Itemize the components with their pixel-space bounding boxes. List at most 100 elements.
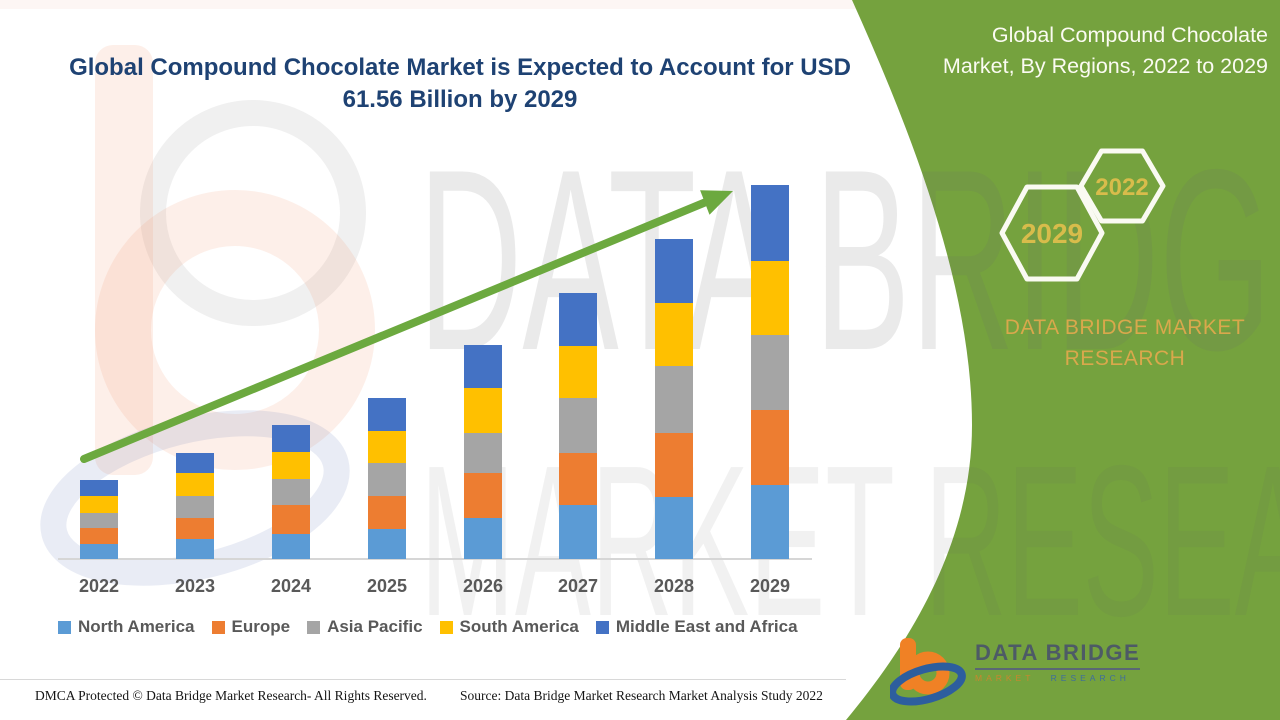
legend-swatch-north-america	[58, 620, 71, 634]
legend-item-europe: Europe	[211, 617, 291, 637]
trend-arrow	[80, 190, 733, 463]
x-label-2024: 2024	[270, 576, 312, 596]
logo-blue-swoosh	[890, 662, 966, 706]
legend-label-asia-pacific: Asia Pacific	[327, 617, 423, 636]
x-label-2022: 2022	[78, 576, 120, 596]
segment-2022-middle-east-and-africa	[80, 480, 118, 496]
legend-swatch-europe	[211, 620, 225, 634]
segment-2026-south-america	[464, 388, 502, 433]
segment-2024-north-america	[272, 534, 310, 559]
segment-2023-asia-pacific	[176, 496, 214, 518]
legend-item-middle-east-and-africa: Middle East and Africa	[595, 617, 798, 637]
segment-2023-europe	[176, 518, 214, 539]
segment-2028-middle-east-and-africa	[655, 239, 693, 303]
logo-text-block: DATA BRIDGE MARKET RESEARCH	[975, 640, 1141, 683]
bar-2026	[464, 345, 502, 559]
segment-2026-middle-east-and-africa	[464, 345, 502, 388]
x-label-2025: 2025	[366, 576, 408, 596]
segment-2022-europe	[80, 528, 118, 544]
legend-swatch-south-america	[439, 620, 453, 634]
segment-2029-europe	[751, 410, 789, 485]
segment-2023-south-america	[176, 473, 214, 496]
logo-subtitle-market: MARKET	[975, 673, 1035, 683]
segment-2026-north-america	[464, 518, 502, 559]
hexagon-2029	[999, 184, 1105, 282]
x-label-2027: 2027	[557, 576, 599, 596]
legend-label-south-america: South America	[459, 617, 579, 636]
segment-2025-north-america	[368, 529, 406, 559]
segment-2026-asia-pacific	[464, 433, 502, 473]
hexagon-2022	[1078, 148, 1166, 224]
panel-brand-text: DATA BRIDGE MARKET RESEARCH	[1004, 316, 1246, 370]
green-panel-shape	[846, 0, 1280, 720]
hexagon-2029-label: 2029	[1021, 218, 1083, 249]
bar-2027	[559, 293, 597, 559]
chart-title-line1: Global Compound Chocolate Market is Expe…	[69, 54, 851, 81]
x-label-2026: 2026	[462, 576, 504, 596]
segment-2022-asia-pacific	[80, 513, 118, 528]
legend-swatch-middle-east-and-africa	[595, 620, 609, 634]
segment-2023-north-america	[176, 539, 214, 559]
logo-subtitle-research: RESEARCH	[1050, 673, 1130, 683]
x-axis-baseline	[58, 558, 812, 560]
hexagon-badges: 2029 2022	[999, 148, 1166, 282]
segment-2029-middle-east-and-africa	[751, 185, 789, 261]
logo-subtitle: MARKET RESEARCH	[975, 673, 1140, 683]
legend-label-north-america: North America	[78, 617, 195, 636]
segment-2029-asia-pacific	[751, 335, 789, 410]
segment-2025-asia-pacific	[368, 463, 406, 496]
chart-title-line2: 61.56 Billion by 2029	[342, 86, 578, 113]
segment-2027-europe	[559, 453, 597, 505]
segment-2027-north-america	[559, 505, 597, 559]
segment-2029-south-america	[751, 261, 789, 335]
bar-2025	[368, 398, 406, 559]
segment-2025-europe	[368, 496, 406, 529]
bar-2023	[176, 453, 214, 559]
segment-2023-middle-east-and-africa	[176, 453, 214, 473]
faint-red-band-artifact	[0, 0, 1280, 9]
legend-label-europe: Europe	[231, 617, 291, 636]
segment-2028-europe	[655, 433, 693, 497]
legend-item-north-america: North America	[58, 617, 195, 637]
footer-source-text: Source: Data Bridge Market Research Mark…	[460, 688, 823, 703]
segment-2022-north-america	[80, 544, 118, 559]
segment-2028-south-america	[655, 303, 693, 366]
legend: North America Europe Asia Pacific South Ame…	[58, 617, 838, 637]
legend-swatch-asia-pacific	[307, 620, 321, 634]
x-label-2029: 2029	[749, 576, 791, 596]
legend-label-middle-east-and-africa: Middle East and Africa	[615, 617, 798, 636]
segment-2024-europe	[272, 505, 310, 534]
panel-title-line2: Market, By Regions, 2022 to 2029	[942, 54, 1268, 78]
panel-title-line1: Global Compound Chocolate	[991, 23, 1268, 47]
legend-item-asia-pacific: Asia Pacific	[307, 617, 423, 637]
x-label-2023: 2023	[174, 576, 216, 596]
segment-2025-middle-east-and-africa	[368, 398, 406, 431]
logo-title: DATA BRIDGE	[975, 640, 1141, 670]
bar-2022	[80, 480, 118, 559]
footer-dmca-text: DMCA Protected © Data Bridge Market Rese…	[35, 688, 427, 703]
segment-2024-asia-pacific	[272, 479, 310, 505]
bar-2029	[751, 185, 789, 559]
bar-2024	[272, 425, 310, 559]
segment-2024-south-america	[272, 452, 310, 479]
segment-2029-north-america	[751, 485, 789, 559]
segment-2027-asia-pacific	[559, 398, 597, 453]
segment-2024-middle-east-and-africa	[272, 425, 310, 452]
chart-title: Global Compound Chocolate Market is Expe…	[40, 52, 880, 116]
hexagon-2022-label: 2022	[1095, 174, 1148, 201]
segment-2027-south-america	[559, 346, 597, 398]
legend-item-south-america: South America	[439, 617, 579, 637]
segment-2025-south-america	[368, 431, 406, 463]
segment-2028-north-america	[655, 497, 693, 559]
segment-2026-europe	[464, 473, 502, 518]
segment-2028-asia-pacific	[655, 366, 693, 433]
panel-title: Global Compound Chocolate Market, By Reg…	[848, 20, 1268, 82]
trend-arrow-head	[700, 190, 733, 215]
segment-2022-south-america	[80, 496, 118, 513]
trend-arrow-shaft	[80, 198, 710, 463]
segment-2027-middle-east-and-africa	[559, 293, 597, 346]
x-label-2028: 2028	[653, 576, 695, 596]
bar-2028	[655, 239, 693, 559]
